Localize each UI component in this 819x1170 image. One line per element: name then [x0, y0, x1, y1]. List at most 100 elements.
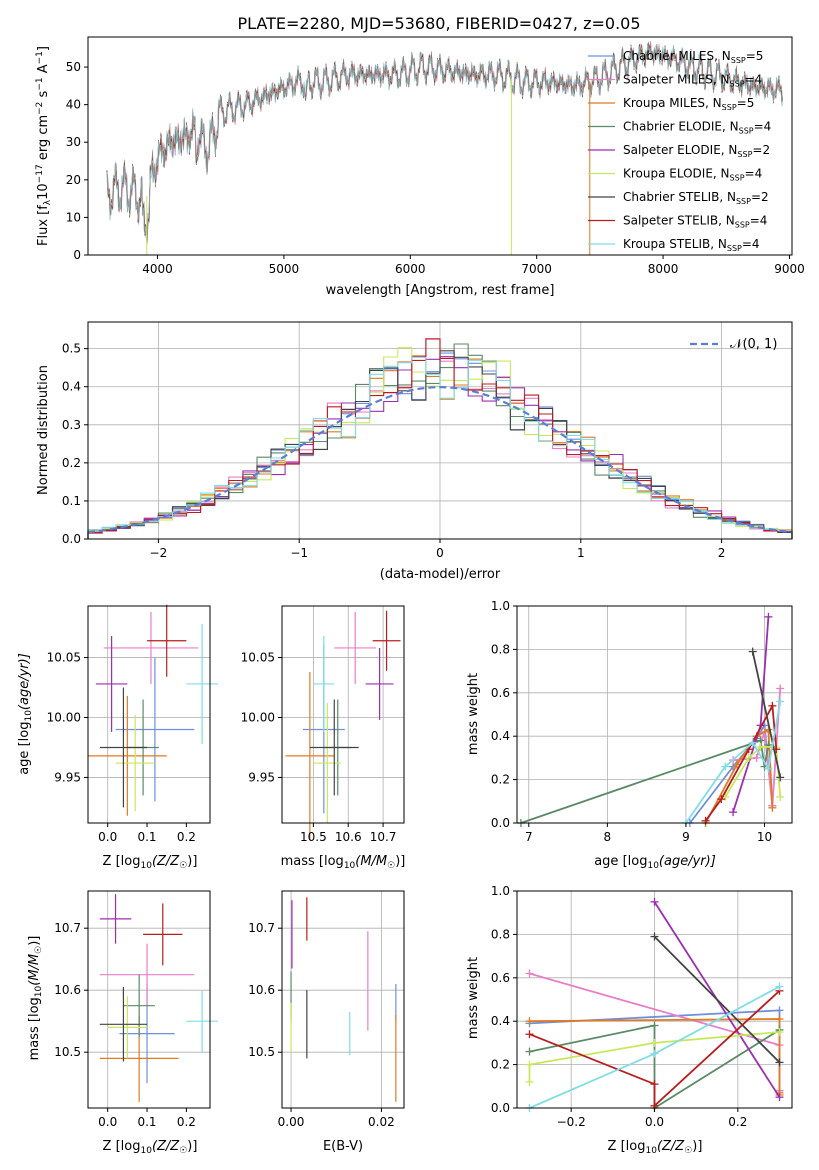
weight-vs-age-panel: 7 8 9 100.00.20.40.60.81.0 age [log10(age/y… [466, 599, 793, 871]
spectrum-legend: Chabrier MILES, NSSP=5 Salpeter MILES, NS… [588, 49, 771, 253]
series-line-chabrier-elodie [529, 1024, 780, 1110]
residuals-xlabel: (data-model)/error [380, 567, 501, 582]
y-tick-label: 0.2 [491, 1058, 510, 1072]
y-tick-label: 9.95 [248, 770, 275, 784]
y-tick-label: 0.4 [491, 1014, 510, 1028]
weight-vs-age-grid [517, 606, 792, 823]
weight-vs-z-lines [525, 897, 784, 1112]
x-tick-label: 0.02 [368, 1115, 395, 1129]
x-tick-label: 0 [436, 546, 444, 560]
x-tick-label: 7 [525, 830, 533, 844]
age-vs-z-xlabel-sun: ☉ [179, 861, 187, 871]
age-vs-mass-errorbars [282, 606, 404, 840]
weight-vs-z-xlabel-sub: 10 [645, 1146, 657, 1156]
mass-vs-z-xlabel-sun: ☉ [179, 1146, 187, 1156]
legend-label: Chabrier STELIB, NSSP=2 [623, 190, 769, 206]
y-tick-label: 10.7 [248, 921, 275, 935]
mass-vs-ebv-xlabel: E(B-V) [323, 1139, 363, 1154]
y-tick-label: 10.05 [241, 651, 275, 665]
mass-vs-z-ylabel: mass [log10(M/M☉)] [27, 936, 44, 1061]
x-tick-label: 2 [718, 546, 726, 560]
y-tick-label: 0.6 [491, 971, 510, 985]
age-vs-z-ylabel-main: age [log [17, 722, 32, 775]
y-tick-label: 10.6 [54, 983, 81, 997]
series-line-salpeter-stelib [529, 990, 781, 1108]
weight-vs-z-xlabel-close: )] [692, 1139, 702, 1154]
weight-vs-z-panel: −0.2 0.0 0.2 0.0 0.2 0.4 0.6 0.8 1.0 Z [log10(Z/… [466, 884, 793, 1156]
x-tick-label: 6000 [395, 262, 426, 276]
residuals-panel: −2 −1 0 1 2 0.0 0.1 0.2 0.3 0.4 0.5 𝒩(0, 1) (data-… [36, 321, 793, 582]
legend-label: Chabrier ELODIE, NSSP=4 [623, 120, 771, 136]
x-tick-label: 8 [604, 830, 612, 844]
mass-vs-z-xlabel-rest: (Z/Z [152, 1139, 180, 1154]
mass-vs-z-xlabel-main: Z [log [103, 1139, 141, 1154]
mass-vs-ebv-panel: 0.00 0.02 10.5 10.6 10.7 E(B-V) [248, 890, 405, 1154]
age-vs-mass-xlabel-close: )] [395, 854, 405, 869]
weight-vs-age-xlabel-main: age [log [594, 854, 647, 869]
spectrum-ylabel-mid: erg cm [36, 115, 51, 164]
age-vs-z-ylabel-sub: 10 [24, 710, 34, 722]
y-tick-label: 9.95 [54, 770, 81, 784]
age-vs-mass-axes-frame [281, 605, 405, 824]
legend-label: Kroupa MILES, NSSP=5 [623, 96, 754, 112]
mass-vs-z-panel: 0.0 0.1 0.210.510.610.7 Z [log10(Z/Z☉)] ma… [27, 890, 218, 1156]
weight-vs-z-xlabel-sun: ☉ [684, 1146, 692, 1156]
y-tick-label: 0.3 [62, 418, 81, 432]
mass-vs-z-xlabel-close: )] [187, 1139, 197, 1154]
y-tick-label: 40 [66, 98, 81, 112]
weight-vs-z-xlabel: Z [log10(Z/Z☉)] [608, 1139, 703, 1156]
series-line-salpeter-elodie [732, 616, 770, 813]
x-tick-label: 1 [577, 546, 585, 560]
y-tick-label: 10 [66, 210, 81, 224]
spectrum-lines [106, 40, 783, 255]
x-tick-label: 7000 [521, 262, 552, 276]
x-tick-label: −0.2 [557, 1115, 586, 1129]
y-tick-label: 0.4 [62, 380, 81, 394]
weight-vs-age-xlabel-rest: (age/yr)] [659, 854, 716, 869]
age-vs-mass-ticks: 10.5 10.6 10.7 9.95 10.00 10.05 [241, 651, 397, 844]
y-tick-label: 10.00 [241, 710, 275, 724]
age-vs-mass-xlabel-sub: 10 [344, 861, 356, 871]
x-tick-label: 8000 [648, 262, 679, 276]
weight-vs-z-xlabel-rest: (Z/Z [657, 1139, 685, 1154]
y-tick-label: 1.0 [491, 599, 510, 613]
weight-vs-age-xlabel-sub: 10 [647, 861, 659, 871]
y-tick-label: 10.6 [248, 983, 275, 997]
age-vs-z-xlabel-rest: (Z/Z [152, 854, 180, 869]
spectrum-ylabel: Flux [fλ10−17 erg cm−2 s−1 A−1] [35, 46, 53, 246]
mass-vs-ebv-ticks: 0.00 0.02 10.5 10.6 10.7 [248, 921, 394, 1129]
mass-vs-z-axes-frame [87, 890, 211, 1109]
y-tick-label: 0.8 [491, 642, 510, 656]
x-tick-label: 0.2 [728, 1115, 747, 1129]
age-vs-mass-panel: 10.5 10.6 10.7 9.95 10.00 10.05 mass [log10(M… [241, 605, 405, 871]
series-line-chabrier-stelib [751, 651, 782, 778]
mass-vs-z-xlabel-sub: 10 [140, 1146, 152, 1156]
mass-vs-ebv-errorbars [282, 891, 404, 1108]
y-tick-label: 0.8 [491, 927, 510, 941]
age-vs-z-axes-frame [87, 605, 211, 824]
weight-vs-z-ylabel: mass weight [466, 957, 481, 1039]
series-line-kroupa-elodie [528, 1031, 780, 1082]
weight-vs-age-ticks: 7 8 9 10 0.0 0.2 0.4 0.6 0.8 1.0 [491, 599, 772, 844]
spectrum-ylabel-exp1: −17 [35, 164, 45, 183]
spectrum-ylabel-close: ] [36, 46, 51, 51]
age-vs-z-ticks: 0.0 0.1 0.2 9.95 10.00 10.05 [47, 651, 196, 844]
y-tick-label: 0.2 [491, 773, 510, 787]
age-vs-z-ylabel: age [log10(age/yr)] [17, 653, 34, 775]
spectrum-title: PLATE=2280, MJD=53680, FIBERID=0427, z=0… [237, 14, 640, 33]
x-tick-label: −2 [150, 546, 168, 560]
x-tick-label: 0.0 [98, 830, 117, 844]
x-tick-label: 0.1 [137, 830, 156, 844]
x-tick-label: 0.0 [98, 1115, 117, 1129]
y-tick-label: 1.0 [491, 884, 510, 898]
x-tick-label: 0.2 [177, 830, 196, 844]
age-vs-mass-xlabel-rest: (M/M [355, 854, 387, 869]
legend-label: Salpeter MILES, NSSP=4 [623, 73, 762, 89]
spectrum-ylabel-sub: λ [43, 199, 53, 205]
x-tick-label: 10.5 [300, 830, 327, 844]
age-vs-z-errorbars [88, 604, 218, 823]
age-vs-z-xlabel: Z [log10(Z/Z☉)] [103, 854, 198, 871]
x-tick-label: 4000 [142, 262, 173, 276]
weight-vs-age-xlabel: age [log10(age/yr)] [594, 854, 716, 871]
weight-vs-z-ticks: −0.2 0.0 0.2 0.0 0.2 0.4 0.6 0.8 1.0 [491, 884, 747, 1129]
